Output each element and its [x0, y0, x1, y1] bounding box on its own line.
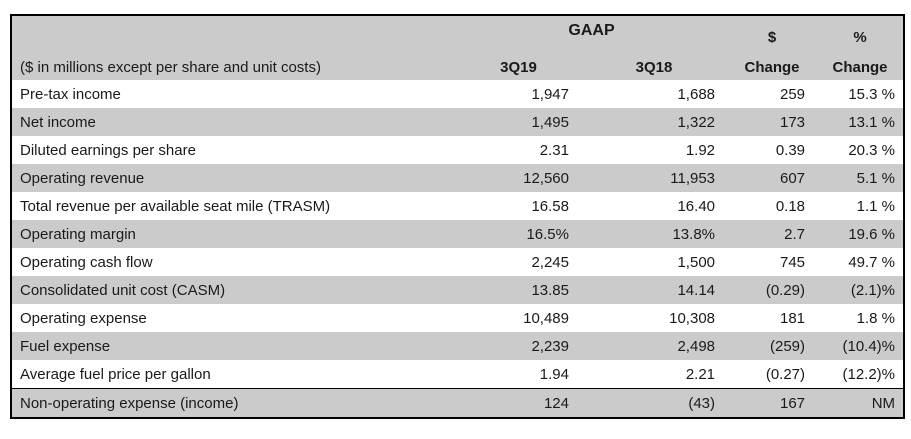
value-pct-change: 49.7 %	[848, 253, 896, 271]
value-3q18: 1,500	[677, 253, 716, 271]
value-3q19: 1.94	[539, 365, 569, 383]
table-row: Operating expense 10,489 10,308 181 1.8 …	[11, 304, 904, 332]
value-3q19: 13.85	[456, 276, 581, 304]
value-dollar-change: 2.7	[727, 220, 818, 248]
value-3q19: 16.5%	[456, 220, 581, 248]
value-pct-change: 20.3 %	[848, 141, 896, 159]
table-row: Operating cash flow 2,245 1,500 745 49.7…	[11, 248, 904, 276]
value-3q18: 1,688	[677, 85, 716, 103]
value-dollar-change: (0.29)	[727, 276, 818, 304]
value-3q18: 16.40	[677, 197, 716, 215]
value-dollar-change: 181	[779, 309, 806, 327]
value-3q19: 2,239	[456, 332, 581, 360]
value-dollar-change: 607	[727, 164, 818, 192]
value-pct-change: (12.2)%	[842, 365, 896, 383]
row-label: Operating expense	[20, 309, 147, 327]
value-3q19: 2.31	[539, 141, 569, 159]
column-header-3q19: 3Q19	[456, 46, 581, 80]
value-dollar-change: 0.18	[775, 197, 806, 215]
table-row: Average fuel price per gallon 1.94 2.21 …	[11, 360, 904, 389]
pct-change-header-symbol: %	[817, 15, 905, 46]
value-3q19: 1,495	[456, 108, 581, 136]
value-dollar-change: (0.27)	[765, 365, 806, 383]
dollar-change-header-label: Change	[727, 46, 818, 80]
value-dollar-change: (259)	[727, 332, 818, 360]
row-label: Consolidated unit cost (CASM)	[11, 276, 456, 304]
value-dollar-change: 259	[779, 85, 806, 103]
gaap-group-header: GAAP	[456, 15, 728, 46]
value-3q18: (43)	[581, 388, 728, 418]
value-pct-change: 13.1 %	[817, 108, 905, 136]
row-label: Operating cash flow	[20, 253, 153, 271]
value-dollar-change: 745	[779, 253, 806, 271]
value-3q18: 10,308	[669, 309, 716, 327]
header-row-group: GAAP $ %	[11, 15, 905, 46]
units-note: ($ in millions except per share and unit…	[11, 46, 456, 80]
value-dollar-change: 173	[727, 108, 818, 136]
table-row: Non-operating expense (income) 124 (43) …	[11, 388, 905, 418]
value-3q18: 1.92	[685, 141, 716, 159]
header-spacer	[11, 15, 456, 46]
header-row-columns: ($ in millions except per share and unit…	[11, 46, 905, 80]
value-3q18: 13.8%	[581, 220, 728, 248]
value-pct-change: 5.1 %	[817, 164, 905, 192]
value-3q18: 2.21	[685, 365, 716, 383]
row-label: Average fuel price per gallon	[20, 365, 211, 383]
value-3q18: 2,498	[581, 332, 728, 360]
value-3q19: 12,560	[456, 164, 581, 192]
value-3q18: 1,322	[581, 108, 728, 136]
row-label: Total revenue per available seat mile (T…	[20, 197, 331, 215]
table-header: GAAP $ % ($ in millions except per share…	[11, 15, 905, 80]
value-3q19: 10,489	[523, 309, 569, 327]
gaap-financial-results-table: GAAP $ % ($ in millions except per share…	[10, 14, 906, 419]
table-row: Fuel expense 2,239 2,498 (259) (10.4)%	[11, 332, 905, 360]
row-label: Non-operating expense (income)	[11, 388, 456, 418]
table-row: Operating margin 16.5% 13.8% 2.7 19.6 %	[11, 220, 905, 248]
row-label: Diluted earnings per share	[20, 141, 196, 159]
value-pct-change: 15.3 %	[848, 85, 896, 103]
value-3q19: 1,947	[531, 85, 569, 103]
value-3q19: 2,245	[531, 253, 569, 271]
value-pct-change: (2.1)%	[817, 276, 905, 304]
table-row: Net income 1,495 1,322 173 13.1 %	[11, 108, 905, 136]
pct-change-header-label: Change	[817, 46, 905, 80]
table-row: Operating revenue 12,560 11,953 607 5.1 …	[11, 164, 905, 192]
value-pct-change: 1.1 %	[856, 197, 896, 215]
table-row: Total revenue per available seat mile (T…	[11, 192, 904, 220]
table-row: Diluted earnings per share 2.31 1.92 0.3…	[11, 136, 904, 164]
value-dollar-change: 167	[727, 388, 818, 418]
row-label: Net income	[11, 108, 456, 136]
value-pct-change: 19.6 %	[817, 220, 905, 248]
row-label: Fuel expense	[11, 332, 456, 360]
value-3q19: 16.58	[531, 197, 569, 215]
value-3q19: 124	[456, 388, 581, 418]
table-row: Pre-tax income 1,947 1,688 259 15.3 %	[11, 80, 904, 108]
row-label: Pre-tax income	[20, 85, 121, 103]
row-label: Operating margin	[11, 220, 456, 248]
value-3q18: 11,953	[581, 164, 728, 192]
value-dollar-change: 0.39	[775, 141, 806, 159]
value-pct-change: 1.8 %	[856, 309, 896, 327]
value-pct-change: NM	[817, 388, 905, 418]
dollar-change-header-symbol: $	[727, 15, 818, 46]
table-body: Pre-tax income 1,947 1,688 259 15.3 % Ne…	[11, 80, 905, 418]
table-row: Consolidated unit cost (CASM) 13.85 14.1…	[11, 276, 905, 304]
value-pct-change: (10.4)%	[817, 332, 905, 360]
column-header-3q18: 3Q18	[581, 46, 728, 80]
row-label: Operating revenue	[11, 164, 456, 192]
value-3q18: 14.14	[581, 276, 728, 304]
